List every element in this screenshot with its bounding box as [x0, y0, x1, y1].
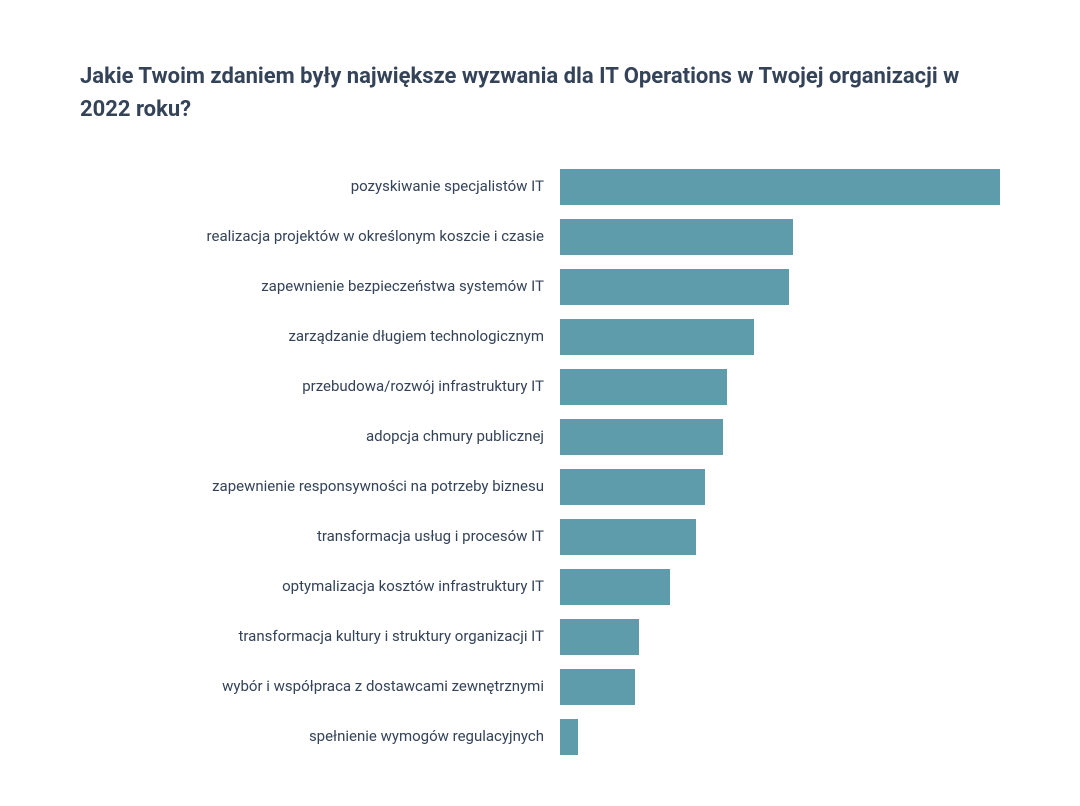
- bar: [560, 469, 705, 504]
- bar: [560, 269, 789, 304]
- chart-row: pozyskiwanie specjalistów IT: [80, 166, 1000, 208]
- bar-label: spełnienie wymogów regulacyjnych: [80, 727, 560, 747]
- bar: [560, 319, 754, 354]
- bar-chart: pozyskiwanie specjalistów IT realizacja p…: [80, 166, 1000, 758]
- bar-track: [560, 316, 1000, 358]
- bar-label: realizacja projektów w określonym koszci…: [80, 227, 560, 247]
- bar-label: optymalizacja kosztów infrastruktury IT: [80, 577, 560, 597]
- bar: [560, 519, 696, 554]
- bar: [560, 219, 793, 254]
- chart-row: spełnienie wymogów regulacyjnych: [80, 716, 1000, 758]
- chart-row: optymalizacja kosztów infrastruktury IT: [80, 566, 1000, 608]
- bar: [560, 669, 635, 704]
- bar-track: [560, 566, 1000, 608]
- bar-track: [560, 366, 1000, 408]
- chart-row: adopcja chmury publicznej: [80, 416, 1000, 458]
- chart-row: przebudowa/rozwój infrastruktury IT: [80, 366, 1000, 408]
- bar-track: [560, 666, 1000, 708]
- bar-track: [560, 266, 1000, 308]
- chart-row: realizacja projektów w określonym koszci…: [80, 216, 1000, 258]
- bar-track: [560, 466, 1000, 508]
- bar-label: zapewnienie responsywności na potrzeby b…: [80, 477, 560, 497]
- bar-track: [560, 616, 1000, 658]
- bar-track: [560, 516, 1000, 558]
- chart-row: transformacja usług i procesów IT: [80, 516, 1000, 558]
- bar-track: [560, 716, 1000, 758]
- chart-row: wybór i współpraca z dostawcami zewnętrz…: [80, 666, 1000, 708]
- bar-label: zapewnienie bezpieczeństwa systemów IT: [80, 277, 560, 297]
- bar-label: wybór i współpraca z dostawcami zewnętrz…: [80, 677, 560, 697]
- bar-track: [560, 416, 1000, 458]
- bar-label: adopcja chmury publicznej: [80, 427, 560, 447]
- bar-label: transformacja kultury i struktury organi…: [80, 627, 560, 647]
- bar-label: przebudowa/rozwój infrastruktury IT: [80, 377, 560, 397]
- bar-label: pozyskiwanie specjalistów IT: [80, 177, 560, 197]
- chart-row: zapewnienie bezpieczeństwa systemów IT: [80, 266, 1000, 308]
- chart-row: zapewnienie responsywności na potrzeby b…: [80, 466, 1000, 508]
- bar-track: [560, 166, 1000, 208]
- bar: [560, 569, 670, 604]
- bar: [560, 619, 639, 654]
- bar-label: transformacja usług i procesów IT: [80, 527, 560, 547]
- bar: [560, 419, 723, 454]
- bar-label: zarządzanie długiem technologicznym: [80, 327, 560, 347]
- bar-track: [560, 216, 1000, 258]
- chart-row: transformacja kultury i struktury organi…: [80, 616, 1000, 658]
- chart-row: zarządzanie długiem technologicznym: [80, 316, 1000, 358]
- chart-title: Jakie Twoim zdaniem były największe wyzw…: [80, 60, 1000, 126]
- bar: [560, 169, 1000, 204]
- bar: [560, 719, 578, 754]
- bar: [560, 369, 727, 404]
